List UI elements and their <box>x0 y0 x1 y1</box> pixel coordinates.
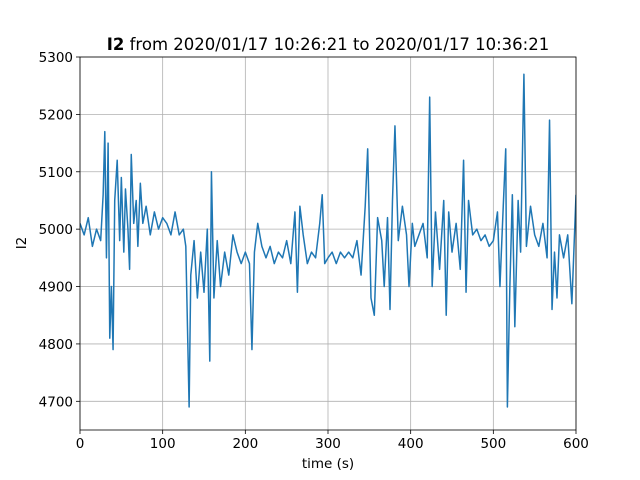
y-tick-label: 5200 <box>39 107 73 123</box>
x-tick-label: 300 <box>315 436 341 452</box>
y-tick-label: 4800 <box>39 337 73 353</box>
y-tick-label: 4700 <box>39 394 73 410</box>
y-tick-label: 5100 <box>39 165 73 181</box>
title-name: I2 <box>107 35 125 54</box>
plot-frame <box>79 56 577 431</box>
y-tick-label: 4900 <box>39 280 73 296</box>
x-tick-label: 400 <box>398 436 424 452</box>
chart-title: I2 from 2020/01/17 10:26:21 to 2020/01/1… <box>107 35 549 54</box>
data-line <box>80 73 576 408</box>
y-axis-label: I2 <box>14 237 30 250</box>
x-tick-label: 0 <box>76 436 85 452</box>
y-tick-label: 5000 <box>39 222 73 238</box>
x-axis-label: time (s) <box>302 456 354 472</box>
x-tick-label: 500 <box>480 436 506 452</box>
title-rest: from 2020/01/17 10:26:21 to 2020/01/17 1… <box>130 35 550 54</box>
x-tick-label: 100 <box>150 436 176 452</box>
x-tick-label: 200 <box>232 436 258 452</box>
x-tick-label: 600 <box>563 436 589 452</box>
y-tick-label: 5300 <box>39 50 73 66</box>
